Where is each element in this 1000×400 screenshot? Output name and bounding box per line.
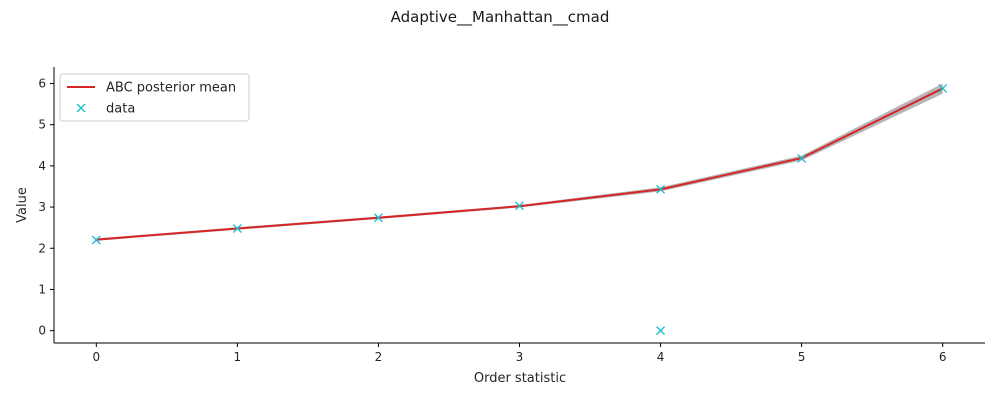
x-tick-label: 2 (375, 350, 383, 364)
legend-frame (59, 73, 250, 122)
data-point (515, 201, 524, 211)
data-point (91, 235, 101, 245)
data-point (797, 153, 807, 163)
x-tick-label: 1 (234, 350, 242, 364)
chart-title: Adaptive__Manhattan__cmad (391, 8, 610, 27)
legend-marker-data (76, 103, 86, 113)
x-tick-label: 4 (657, 350, 665, 364)
x-axis-label: Order statistic (474, 371, 566, 386)
data-point (656, 326, 666, 336)
y-tick-label: 1 (38, 282, 46, 296)
plot-area (91, 83, 948, 336)
data-point (656, 184, 666, 194)
posterior-credible-band (96, 83, 943, 241)
y-tick-label: 6 (38, 76, 46, 90)
x-axis-ticks: 0 1 2 3 4 5 6 (92, 343, 947, 364)
legend-label-data: data (106, 102, 135, 117)
x-tick-label: 5 (798, 350, 806, 364)
y-tick-label: 3 (38, 200, 46, 214)
data-point (938, 83, 948, 93)
data-marker-layer (91, 83, 948, 336)
legend: ABC posterior mean data (59, 73, 250, 122)
y-tick-label: 2 (38, 241, 46, 255)
x-tick-label: 3 (516, 350, 524, 364)
y-tick-label: 0 (38, 324, 46, 338)
data-point (232, 224, 242, 233)
y-axis-ticks: 0 1 2 3 4 5 6 (38, 76, 54, 338)
legend-label-posterior-mean: ABC posterior mean (106, 81, 236, 96)
x-tick-label: 0 (92, 350, 100, 364)
y-tick-label: 4 (38, 159, 46, 173)
data-point (373, 213, 383, 223)
legend-swatch-data (76, 103, 86, 113)
y-axis-label: Value (15, 187, 30, 223)
x-tick-label: 6 (939, 350, 947, 364)
y-tick-label: 5 (38, 118, 46, 132)
credible-band-layer (96, 83, 943, 241)
